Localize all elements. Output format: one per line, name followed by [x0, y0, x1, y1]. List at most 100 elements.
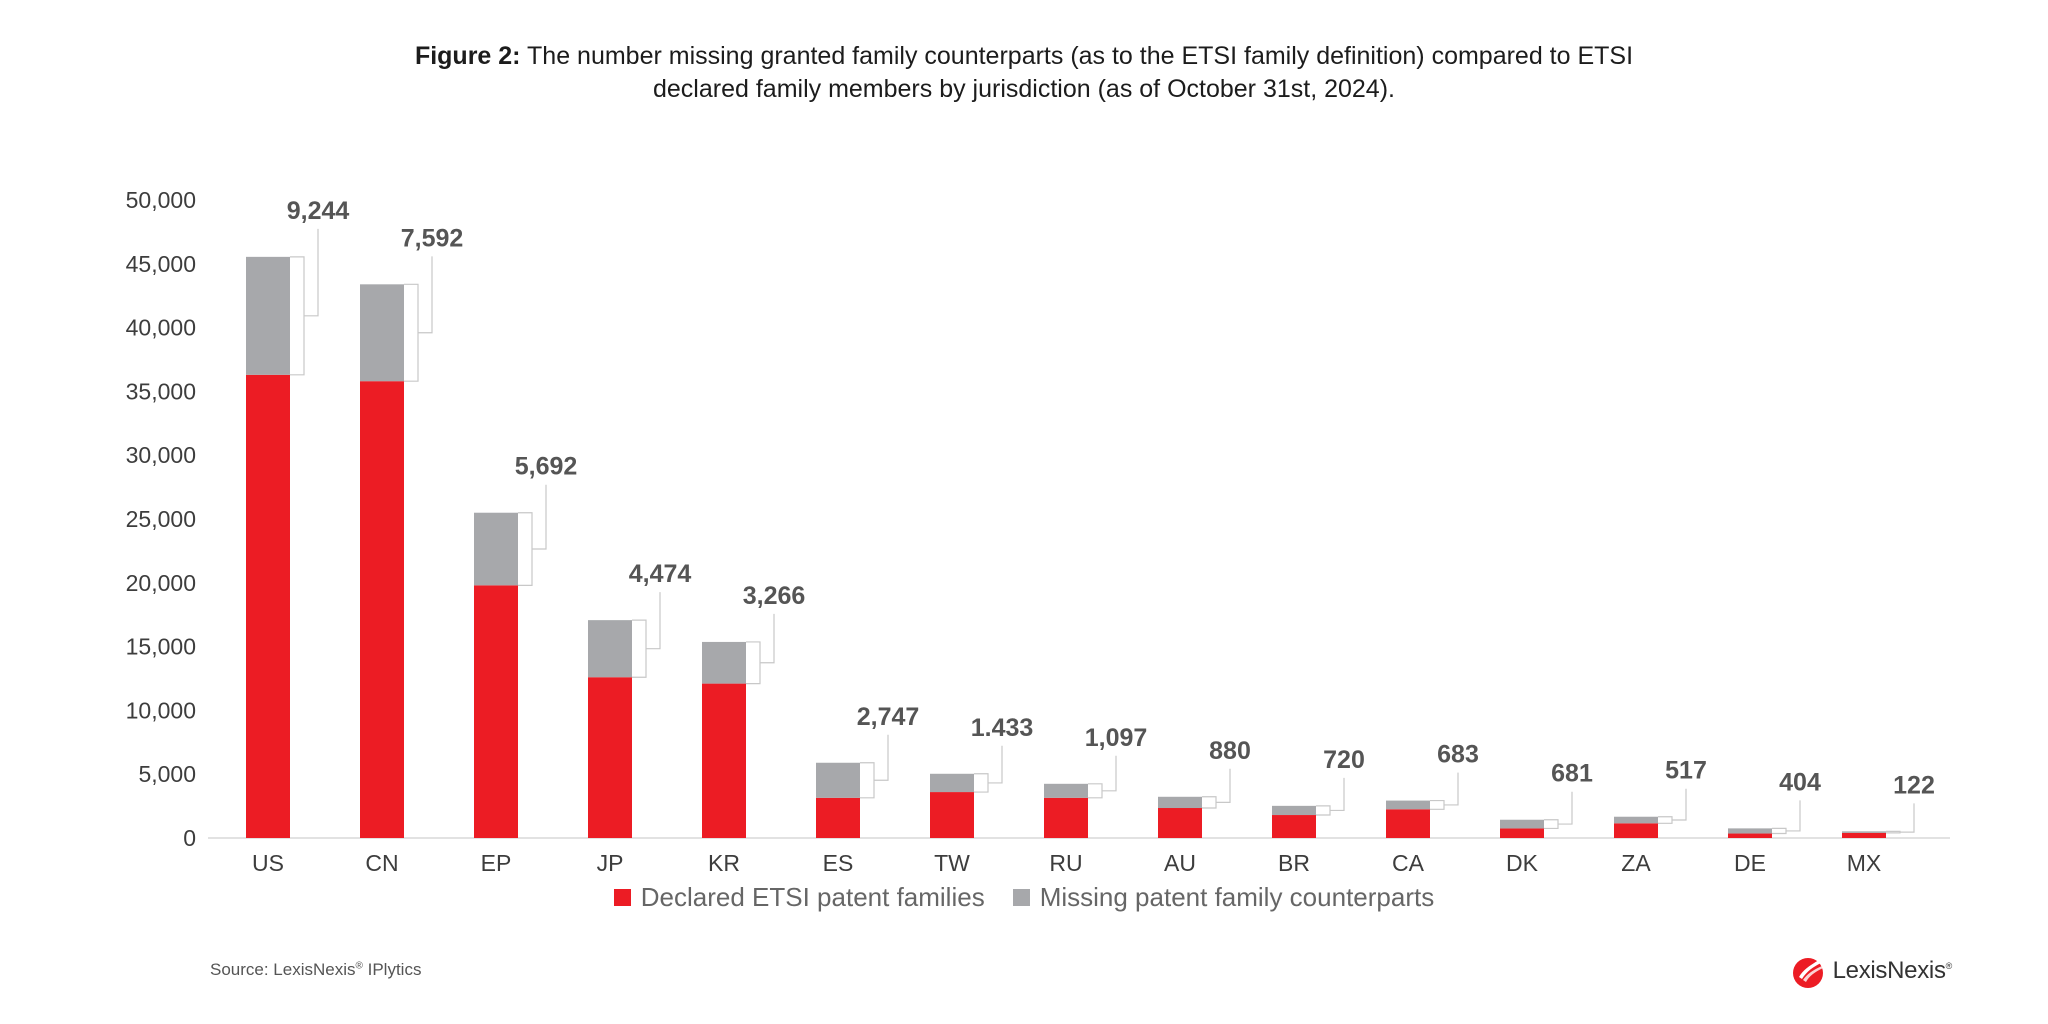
leader-line: [1672, 788, 1687, 821]
leader-line: [874, 734, 889, 781]
x-tick-label: DK: [1506, 850, 1539, 876]
data-label: 720: [1323, 746, 1365, 774]
bar-declared: [1842, 832, 1886, 838]
bar-declared: [1614, 823, 1658, 838]
y-tick-label: 25,000: [126, 506, 196, 532]
bar-missing: [360, 284, 404, 382]
data-label: 681: [1551, 760, 1593, 788]
bar-missing: [1842, 831, 1886, 833]
x-tick-label: ES: [823, 850, 854, 876]
legend: Declared ETSI patent families Missing pa…: [0, 882, 2048, 913]
bar-missing: [1500, 819, 1544, 829]
bracket-line: [974, 773, 989, 793]
lexisnexis-logo: LexisNexis®: [1789, 952, 1952, 990]
source-prefix: Source: LexisNexis: [210, 960, 356, 979]
data-label: 7,592: [401, 224, 464, 252]
x-tick-label: RU: [1049, 850, 1082, 876]
legend-label-missing: Missing patent family counterparts: [1039, 882, 1435, 912]
bracket-line: [860, 762, 875, 799]
bracket-line: [1886, 830, 1901, 834]
data-label: 9,244: [287, 197, 350, 225]
source-suffix: IPlytics: [362, 960, 422, 979]
leader-line: [304, 228, 319, 317]
y-tick-label: 40,000: [126, 315, 196, 341]
legend-item-missing: Missing patent family counterparts: [1012, 882, 1435, 913]
data-label: 404: [1779, 768, 1821, 796]
leader-line: [1330, 777, 1345, 812]
y-tick-label: 35,000: [126, 378, 196, 404]
bar-missing: [1158, 796, 1202, 809]
figure-number: Figure 2:: [414, 42, 521, 70]
x-tick-label: CN: [365, 850, 398, 876]
bar-missing: [1728, 828, 1772, 834]
bar-missing: [1614, 816, 1658, 824]
logo-text: LexisNexis: [1832, 957, 1946, 984]
leader-line: [988, 745, 1003, 784]
bracket-line: [1430, 799, 1445, 810]
bar-missing: [1272, 805, 1316, 816]
y-tick-label: 50,000: [126, 187, 196, 213]
data-label: 517: [1665, 757, 1707, 785]
leader-line: [1786, 800, 1801, 832]
bar-declared: [1386, 809, 1430, 838]
bar-declared: [1500, 828, 1544, 838]
leader-line: [532, 484, 547, 550]
x-tick-label: TW: [934, 850, 970, 876]
chart-title: Figure 2: The number missing granted fam…: [0, 40, 2048, 106]
data-label: 5,692: [515, 453, 578, 481]
bar-missing: [702, 641, 746, 684]
data-label: 1.433: [971, 714, 1034, 742]
bar-missing: [1044, 783, 1088, 798]
bar-declared: [1728, 833, 1772, 838]
bar-missing: [1386, 800, 1430, 810]
x-tick-label: ZA: [1621, 850, 1651, 876]
legend-swatch-missing: [1012, 889, 1030, 906]
bracket-line: [1658, 816, 1673, 824]
y-tick-label: 30,000: [126, 442, 196, 468]
source-registered-mark: ®: [355, 960, 363, 972]
x-tick-label: JP: [597, 850, 624, 876]
bar-missing: [474, 512, 518, 586]
bar-missing: [816, 762, 860, 798]
bracket-line: [1316, 805, 1331, 816]
x-tick-label: AU: [1164, 850, 1196, 876]
bar-declared: [1158, 808, 1202, 838]
bracket-line: [1088, 783, 1103, 799]
x-tick-label: KR: [708, 850, 740, 876]
bar-declared: [246, 374, 290, 838]
leader-line: [1558, 791, 1573, 825]
bracket-line: [1202, 796, 1217, 809]
logo-wordmark: LexisNexis®: [1832, 957, 1953, 985]
data-label: 122: [1893, 771, 1935, 799]
x-tick-label: US: [252, 850, 284, 876]
bracket-line: [1544, 819, 1559, 830]
bar-declared: [588, 677, 632, 838]
y-tick-label: 20,000: [126, 570, 196, 596]
data-label: 880: [1209, 737, 1251, 765]
x-tick-label: BR: [1278, 850, 1310, 876]
x-tick-label: MX: [1847, 850, 1882, 876]
bracket-line: [518, 512, 533, 586]
data-label: 683: [1437, 741, 1479, 769]
x-tick-label: DE: [1734, 850, 1766, 876]
bar-missing: [930, 773, 974, 793]
data-label: 2,747: [857, 703, 920, 731]
bar-declared: [702, 683, 746, 838]
bracket-line: [404, 283, 419, 382]
legend-item-declared: Declared ETSI patent families: [613, 882, 985, 913]
source-note: Source: LexisNexis® IPlytics: [210, 960, 421, 980]
leader-line: [646, 592, 661, 650]
bar-declared: [930, 792, 974, 838]
y-tick-label: 0: [183, 825, 196, 851]
data-label: 4,474: [629, 560, 692, 588]
title-line-1: The number missing granted family counte…: [527, 42, 1634, 70]
bar-declared: [474, 585, 518, 838]
leader-line: [1900, 803, 1915, 833]
title-line-2: declared family members by jurisdiction …: [653, 75, 1395, 103]
logo-registered-mark: ®: [1945, 961, 1953, 971]
leader-line: [1102, 755, 1117, 792]
bar-declared: [1272, 815, 1316, 838]
x-tick-label: CA: [1392, 850, 1425, 876]
legend-label-declared: Declared ETSI patent families: [640, 882, 985, 912]
